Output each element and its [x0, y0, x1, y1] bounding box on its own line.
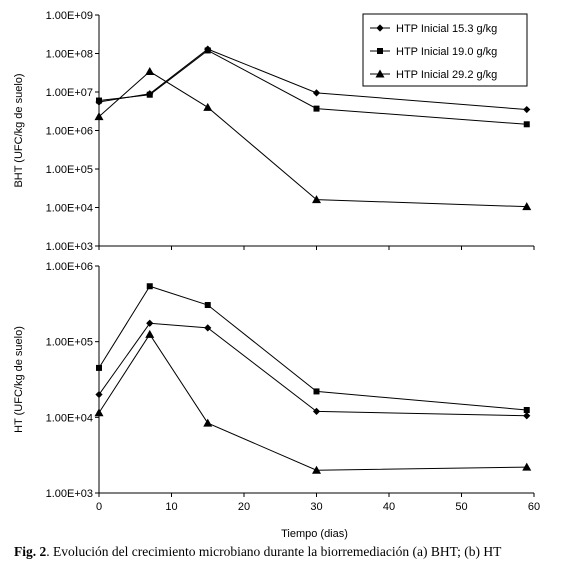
- series-triangle: [94, 329, 532, 474]
- legend-marker: [377, 48, 383, 54]
- series-square: [96, 47, 530, 128]
- data-point: [313, 105, 320, 112]
- y-axis-title: HT (UFC/kg de suelo): [13, 326, 25, 433]
- legend-entry: HTP Inicial 29.2 g/kg: [396, 69, 497, 81]
- legend-marker: [376, 24, 384, 32]
- data-point: [146, 319, 154, 327]
- data-point: [312, 195, 321, 204]
- legend-box: [362, 13, 528, 87]
- data-point: [523, 412, 531, 420]
- series-line: [98, 333, 527, 471]
- y-tick-label: 1.00E+04: [46, 412, 93, 424]
- y-axis-title: BHT (UFC/kg de suelo): [13, 73, 25, 187]
- data-point: [95, 390, 103, 399]
- data-point: [94, 408, 104, 417]
- data-point: [312, 465, 321, 474]
- caption-prefix: Fig. 2: [14, 544, 47, 559]
- series-line: [98, 285, 527, 411]
- y-tick-label: 1.00E+04: [46, 203, 93, 215]
- data-point: [312, 89, 321, 97]
- series-square: [96, 283, 530, 414]
- legend: HTP Inicial 15.3 g/kg HTP Inicial 19.0 g/…: [362, 13, 528, 87]
- x-tick-label: 30: [310, 501, 322, 513]
- x-tick-label: 40: [383, 501, 395, 513]
- y-tick-label: 1.00E+03: [46, 488, 93, 500]
- data-point: [146, 283, 153, 290]
- y-tick-label: 1.00E+03: [46, 241, 93, 253]
- data-point: [204, 47, 211, 54]
- figure-caption: Fig. 2. Evolución del crecimiento microb…: [14, 544, 559, 560]
- legend-entry: HTP Inicial 15.3 g/kg: [396, 23, 497, 35]
- data-point: [313, 388, 320, 395]
- y-tick-label: 1.00E+05: [46, 164, 93, 176]
- x-tick-label: 20: [238, 501, 250, 513]
- data-point: [522, 462, 532, 471]
- x-tick-label: 60: [528, 501, 540, 513]
- series-triangle: [94, 67, 532, 211]
- data-point: [203, 418, 213, 427]
- y-tick-label: 1.00E+08: [46, 49, 93, 61]
- y-tick-label: 1.00E+09: [46, 10, 93, 22]
- data-point: [204, 324, 212, 332]
- series-line: [98, 322, 527, 417]
- data-point: [523, 407, 530, 414]
- data-point: [146, 91, 153, 98]
- data-point: [145, 329, 155, 338]
- caption-text: . Evolución del crecimiento microbiano d…: [46, 544, 502, 559]
- data-point: [312, 407, 321, 415]
- x-tick-label: 0: [96, 501, 102, 513]
- chart-top: 1.00E+03 1.00E+04 1.00E+05 1.00E+06 1.00E+07…: [13, 10, 535, 253]
- y-tick-label: 1.00E+05: [46, 337, 93, 349]
- data-point: [204, 302, 211, 309]
- legend-marker: [375, 69, 385, 78]
- data-point: [96, 364, 102, 371]
- y-tick-label: 1.00E+06: [46, 261, 93, 273]
- x-tick-label: 50: [455, 501, 467, 513]
- figure-chart: 1.00E+03 1.00E+04 1.00E+05 1.00E+06 1.00E+07…: [13, 10, 540, 540]
- data-point: [203, 102, 213, 111]
- data-point: [522, 202, 532, 211]
- x-axis-title: Tiempo (dias): [281, 528, 348, 540]
- chart-bottom: 1.00E+03 1.00E+04 1.00E+05 1.00E+06 0 10 20 30 4…: [13, 261, 540, 540]
- legend-entry: HTP Inicial 19.0 g/kg: [396, 46, 497, 58]
- data-point: [145, 67, 155, 76]
- y-tick-label: 1.00E+06: [46, 126, 93, 138]
- x-tick-label: 10: [165, 501, 177, 513]
- series-diamond: [95, 319, 531, 420]
- y-tick-label: 1.00E+07: [46, 87, 93, 99]
- data-point: [96, 97, 102, 104]
- data-point: [523, 121, 530, 128]
- data-point: [523, 105, 531, 114]
- data-point: [94, 112, 104, 121]
